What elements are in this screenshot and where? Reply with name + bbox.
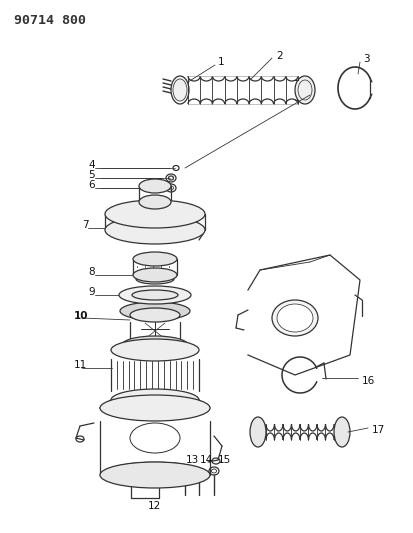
Ellipse shape	[100, 462, 209, 488]
Text: 6: 6	[88, 180, 95, 190]
Ellipse shape	[195, 469, 202, 473]
Text: 3: 3	[362, 54, 369, 64]
Ellipse shape	[130, 308, 180, 322]
Text: 11: 11	[74, 360, 87, 370]
Text: 7: 7	[82, 220, 88, 230]
Ellipse shape	[249, 417, 266, 447]
Text: 13: 13	[185, 455, 199, 465]
Text: 8: 8	[88, 267, 95, 277]
Text: 17: 17	[371, 425, 385, 435]
Text: 12: 12	[147, 501, 161, 511]
Text: 5: 5	[88, 170, 95, 180]
Text: 14: 14	[199, 455, 213, 465]
Ellipse shape	[133, 268, 177, 282]
Ellipse shape	[139, 195, 171, 209]
Text: 9: 9	[88, 287, 95, 297]
Ellipse shape	[271, 300, 317, 336]
Ellipse shape	[294, 76, 314, 104]
Ellipse shape	[136, 274, 173, 284]
Ellipse shape	[122, 336, 188, 354]
Text: 16: 16	[361, 376, 374, 386]
Ellipse shape	[100, 395, 209, 421]
Ellipse shape	[139, 179, 171, 193]
Ellipse shape	[119, 286, 190, 304]
Ellipse shape	[105, 200, 204, 228]
Ellipse shape	[111, 339, 199, 361]
Text: 10: 10	[74, 311, 88, 321]
Ellipse shape	[133, 252, 177, 266]
Text: 15: 15	[218, 455, 231, 465]
Ellipse shape	[333, 417, 349, 447]
Ellipse shape	[105, 216, 204, 244]
Text: 1: 1	[218, 57, 224, 67]
Ellipse shape	[181, 469, 188, 473]
Ellipse shape	[132, 290, 178, 300]
Text: 90714 800: 90714 800	[14, 14, 86, 27]
Text: 4: 4	[88, 160, 95, 170]
Ellipse shape	[171, 76, 189, 104]
Ellipse shape	[276, 304, 312, 332]
Ellipse shape	[111, 389, 199, 411]
Ellipse shape	[120, 302, 190, 320]
Text: 2: 2	[275, 51, 282, 61]
